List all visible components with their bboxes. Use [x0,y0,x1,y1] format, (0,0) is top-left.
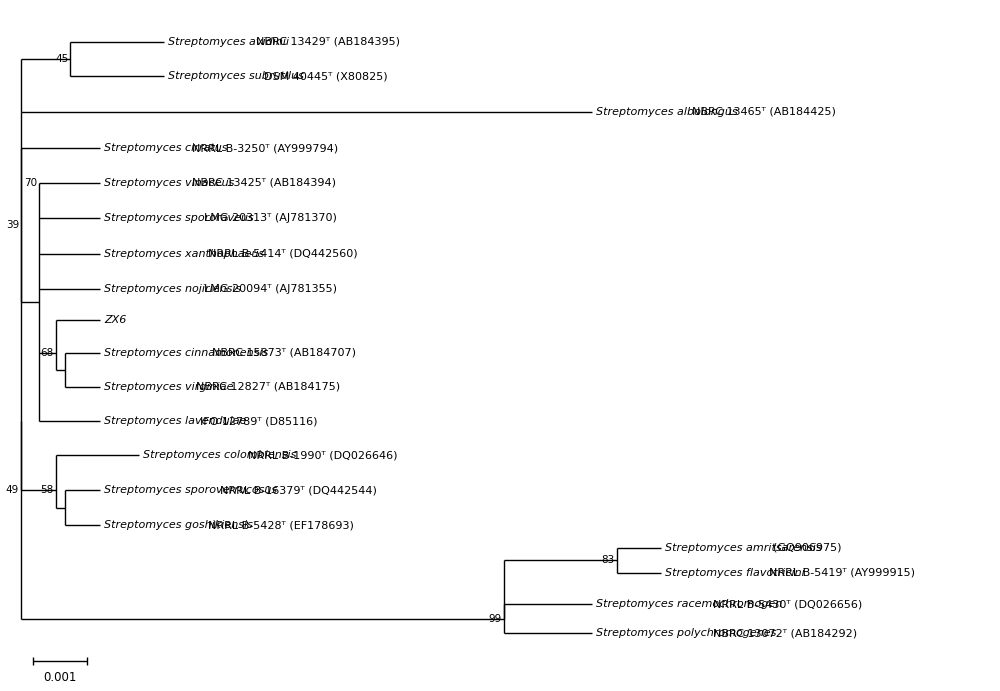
Text: Streptomyces colombiensis: Streptomyces colombiensis [143,450,297,460]
Text: 68: 68 [40,348,54,358]
Text: LMG 20094ᵀ (AJ781355): LMG 20094ᵀ (AJ781355) [204,284,337,294]
Text: NBRC 13072ᵀ (AB184292): NBRC 13072ᵀ (AB184292) [713,628,857,638]
Text: 0.001: 0.001 [43,671,77,684]
Text: Streptomyces lavendulae: Streptomyces lavendulae [104,416,246,426]
Text: 58: 58 [40,485,54,495]
Text: (GQ906975): (GQ906975) [773,543,842,553]
Text: NRRL B-3250ᵀ (AY999794): NRRL B-3250ᵀ (AY999794) [192,143,338,153]
Text: Streptomyces nojiriensis: Streptomyces nojiriensis [104,284,241,294]
Text: IFO 12789ᵀ (D85116): IFO 12789ᵀ (D85116) [200,416,317,426]
Text: 49: 49 [6,485,19,495]
Text: NBRC 13425ᵀ (AB184394): NBRC 13425ᵀ (AB184394) [192,178,336,188]
Text: DSM 40445ᵀ (X80825): DSM 40445ᵀ (X80825) [264,71,388,81]
Text: ZX6: ZX6 [104,315,126,325]
Text: NRRL B-1990ᵀ (DQ026646): NRRL B-1990ᵀ (DQ026646) [248,450,397,460]
Text: Streptomyces avidinii: Streptomyces avidinii [168,37,289,46]
Text: NBRC 15873ᵀ (AB184707): NBRC 15873ᵀ (AB184707) [212,348,356,358]
Text: Streptomyces albolongus: Streptomyces albolongus [596,107,738,117]
Text: Streptomyces goshikiensis: Streptomyces goshikiensis [104,520,253,531]
Text: NBRC 12827ᵀ (AB184175): NBRC 12827ᵀ (AB184175) [196,381,340,392]
Text: NBRC 13429ᵀ (AB184395): NBRC 13429ᵀ (AB184395) [256,37,400,46]
Text: Streptomyces polychromogenes: Streptomyces polychromogenes [596,628,776,638]
Text: 39: 39 [6,220,19,230]
Text: NRRL B-5414ᵀ (DQ442560): NRRL B-5414ᵀ (DQ442560) [208,249,358,258]
Text: Streptomyces racemochromogen: Streptomyces racemochromogen [596,599,782,609]
Text: Streptomyces subrutilus: Streptomyces subrutilus [168,71,304,81]
Text: NRRL B-5430ᵀ (DQ026656): NRRL B-5430ᵀ (DQ026656) [713,599,862,609]
Text: NRRL B-5428ᵀ (EF178693): NRRL B-5428ᵀ (EF178693) [208,520,354,531]
Text: Streptomyces flavotricini: Streptomyces flavotricini [665,567,805,578]
Text: Streptomyces vinaceus: Streptomyces vinaceus [104,178,234,188]
Text: Streptomyces sporoverrucosus: Streptomyces sporoverrucosus [104,485,277,495]
Text: Streptomyces virginiae: Streptomyces virginiae [104,381,233,392]
Text: 70: 70 [24,178,37,188]
Text: Streptomyces amritsarensis: Streptomyces amritsarensis [665,543,822,553]
Text: 99: 99 [488,614,502,624]
Text: NBRC 13465ᵀ (AB184425): NBRC 13465ᵀ (AB184425) [692,107,836,117]
Text: 83: 83 [602,555,615,565]
Text: Streptomyces cirratus: Streptomyces cirratus [104,143,227,153]
Text: LMG 20313ᵀ (AJ781370): LMG 20313ᵀ (AJ781370) [204,214,337,223]
Text: Streptomyces cinnamonensis: Streptomyces cinnamonensis [104,348,268,358]
Text: Streptomyces spororaveus: Streptomyces spororaveus [104,214,254,223]
Text: 45: 45 [55,54,68,64]
Text: Streptomyces xanthophaeus: Streptomyces xanthophaeus [104,249,264,258]
Text: NRRL B-16379ᵀ (DQ442544): NRRL B-16379ᵀ (DQ442544) [220,485,377,495]
Text: NRRL B-5419ᵀ (AY999915): NRRL B-5419ᵀ (AY999915) [769,567,915,578]
